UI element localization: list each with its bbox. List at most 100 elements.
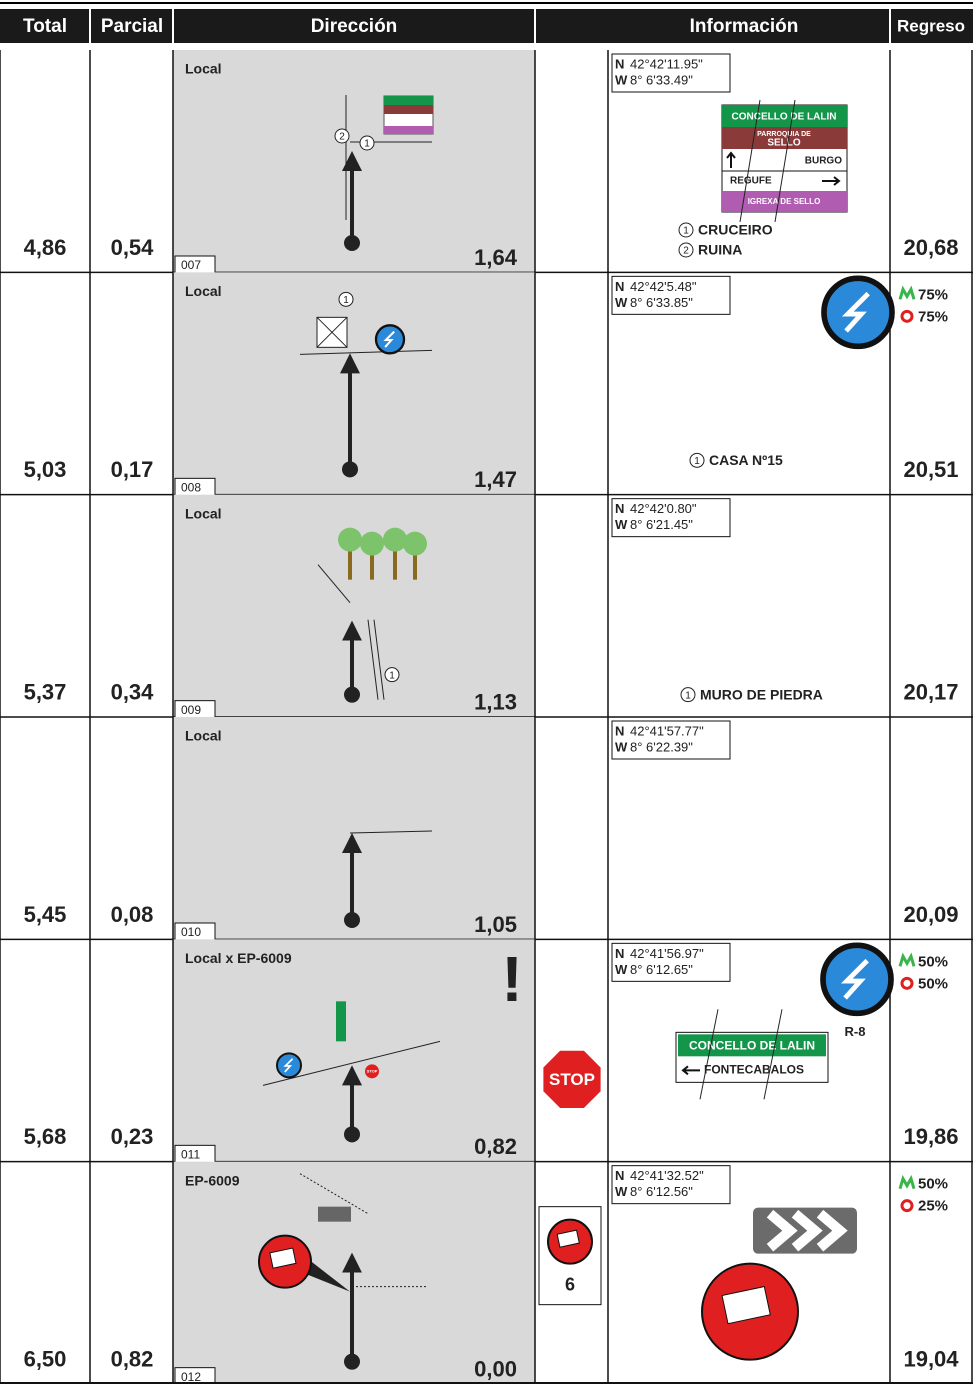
chevron	[816, 1209, 848, 1252]
distance: 0,00	[474, 1356, 517, 1381]
note: MURO DE PIEDRA	[700, 686, 823, 702]
header-cell: Información	[690, 16, 799, 37]
coord: 8° 6'22.39"	[630, 739, 693, 754]
ref-number: 1	[694, 456, 700, 467]
side-road	[739, 99, 761, 223]
sign-text: REGUFE	[730, 176, 772, 187]
ref-number: 1	[389, 670, 395, 681]
box-number-frame	[174, 1367, 216, 1384]
note: CRUCEIRO	[698, 222, 773, 238]
side-road	[774, 99, 796, 223]
parcial: 0,34	[111, 679, 155, 704]
coord-box	[611, 53, 731, 93]
side-road	[699, 1009, 719, 1100]
side-road	[763, 1009, 783, 1100]
ref-circle	[678, 222, 694, 238]
start-dot	[344, 235, 360, 251]
start-dot	[344, 912, 360, 928]
coord-label: N	[615, 946, 624, 961]
radar-bolt	[840, 958, 869, 1000]
coord: 42°41'56.97"	[630, 946, 704, 961]
coord-label: N	[615, 501, 624, 516]
road: Local x EP-6009	[185, 950, 292, 966]
coord-label: W	[615, 72, 628, 87]
coord-label: W	[615, 1184, 628, 1199]
start-dot	[342, 461, 358, 478]
signal-code: R-8	[845, 1024, 866, 1039]
ref-circle	[384, 667, 400, 683]
coord: 42°42'0.80"	[630, 501, 697, 516]
coord: 8° 6'12.56"	[630, 1184, 693, 1199]
ref-number: 1	[364, 139, 370, 150]
tree-top	[360, 531, 384, 556]
side-road	[317, 564, 351, 603]
coord: 42°42'5.48"	[630, 279, 697, 294]
sign-right	[822, 176, 841, 186]
sign-text: BURGO	[805, 156, 842, 167]
sign-up	[726, 151, 736, 168]
coord-label: N	[615, 56, 624, 71]
tree-top	[383, 527, 407, 552]
ref-circle	[334, 128, 350, 144]
distance: 1,13	[474, 689, 517, 714]
header-cell: Regreso	[897, 16, 965, 35]
tree-top	[338, 527, 362, 552]
ref-number: 1	[683, 226, 689, 237]
distance: 1,64	[474, 245, 518, 270]
side-road	[367, 619, 379, 700]
radar-bolt	[283, 1058, 294, 1073]
chevron	[791, 1209, 823, 1252]
mini-stop	[365, 1064, 379, 1079]
sign-text: FONTECABALOS	[704, 1063, 804, 1077]
road: Local	[185, 61, 222, 77]
regreso: 20,51	[903, 457, 958, 482]
flag-pointer	[300, 1256, 350, 1292]
header-cell: Total	[23, 16, 67, 37]
regreso: 19,86	[903, 1124, 958, 1149]
note: CASA Nº15	[709, 452, 783, 468]
stop-sign	[543, 1050, 601, 1108]
header-bg	[0, 9, 973, 43]
side-road	[262, 1040, 441, 1086]
mini-sign-bot	[384, 126, 433, 134]
ref-number: 2	[683, 246, 689, 257]
coord-label: W	[615, 962, 628, 977]
coord: 8° 6'33.49"	[630, 72, 693, 87]
chevron	[766, 1209, 798, 1252]
side-road	[316, 316, 348, 348]
header-cell: Dirección	[311, 16, 398, 37]
total: 5,37	[24, 679, 67, 704]
coord: 42°42'11.95"	[630, 56, 703, 71]
box-number: 009	[181, 703, 201, 717]
ref-number: 1	[685, 690, 691, 701]
start-dot	[344, 1126, 360, 1143]
distance: 1,47	[474, 467, 517, 492]
direction-bg	[173, 272, 535, 495]
ref-circle	[678, 242, 694, 258]
coord-box	[611, 942, 731, 982]
side-road	[373, 619, 385, 700]
box-number: 010	[181, 925, 201, 939]
movistar-logo	[898, 952, 916, 967]
regreso: 20,17	[903, 679, 958, 704]
parcial: 0,54	[111, 235, 155, 260]
stop-text: STOP	[549, 1070, 595, 1089]
road: Local	[185, 505, 222, 521]
sign-top	[722, 105, 847, 127]
coord: 8° 6'12.65"	[630, 962, 693, 977]
side-road	[299, 349, 433, 355]
coverage: 75%	[918, 286, 948, 303]
parcial: 0,82	[111, 1346, 154, 1371]
coverage: 50%	[918, 975, 948, 992]
flag-cloth	[269, 1247, 297, 1269]
start-dot	[344, 686, 360, 703]
mini-sign-mid	[384, 105, 433, 114]
tree-top	[403, 531, 427, 556]
coord-box	[611, 498, 731, 538]
regreso: 20,68	[903, 235, 958, 260]
ref-number: 1	[343, 295, 349, 306]
sign-top	[678, 1034, 826, 1057]
radar-bolt	[383, 330, 395, 348]
sign-text: IGREXA DE SELLO	[748, 197, 821, 206]
road: EP-6009	[185, 1172, 240, 1188]
